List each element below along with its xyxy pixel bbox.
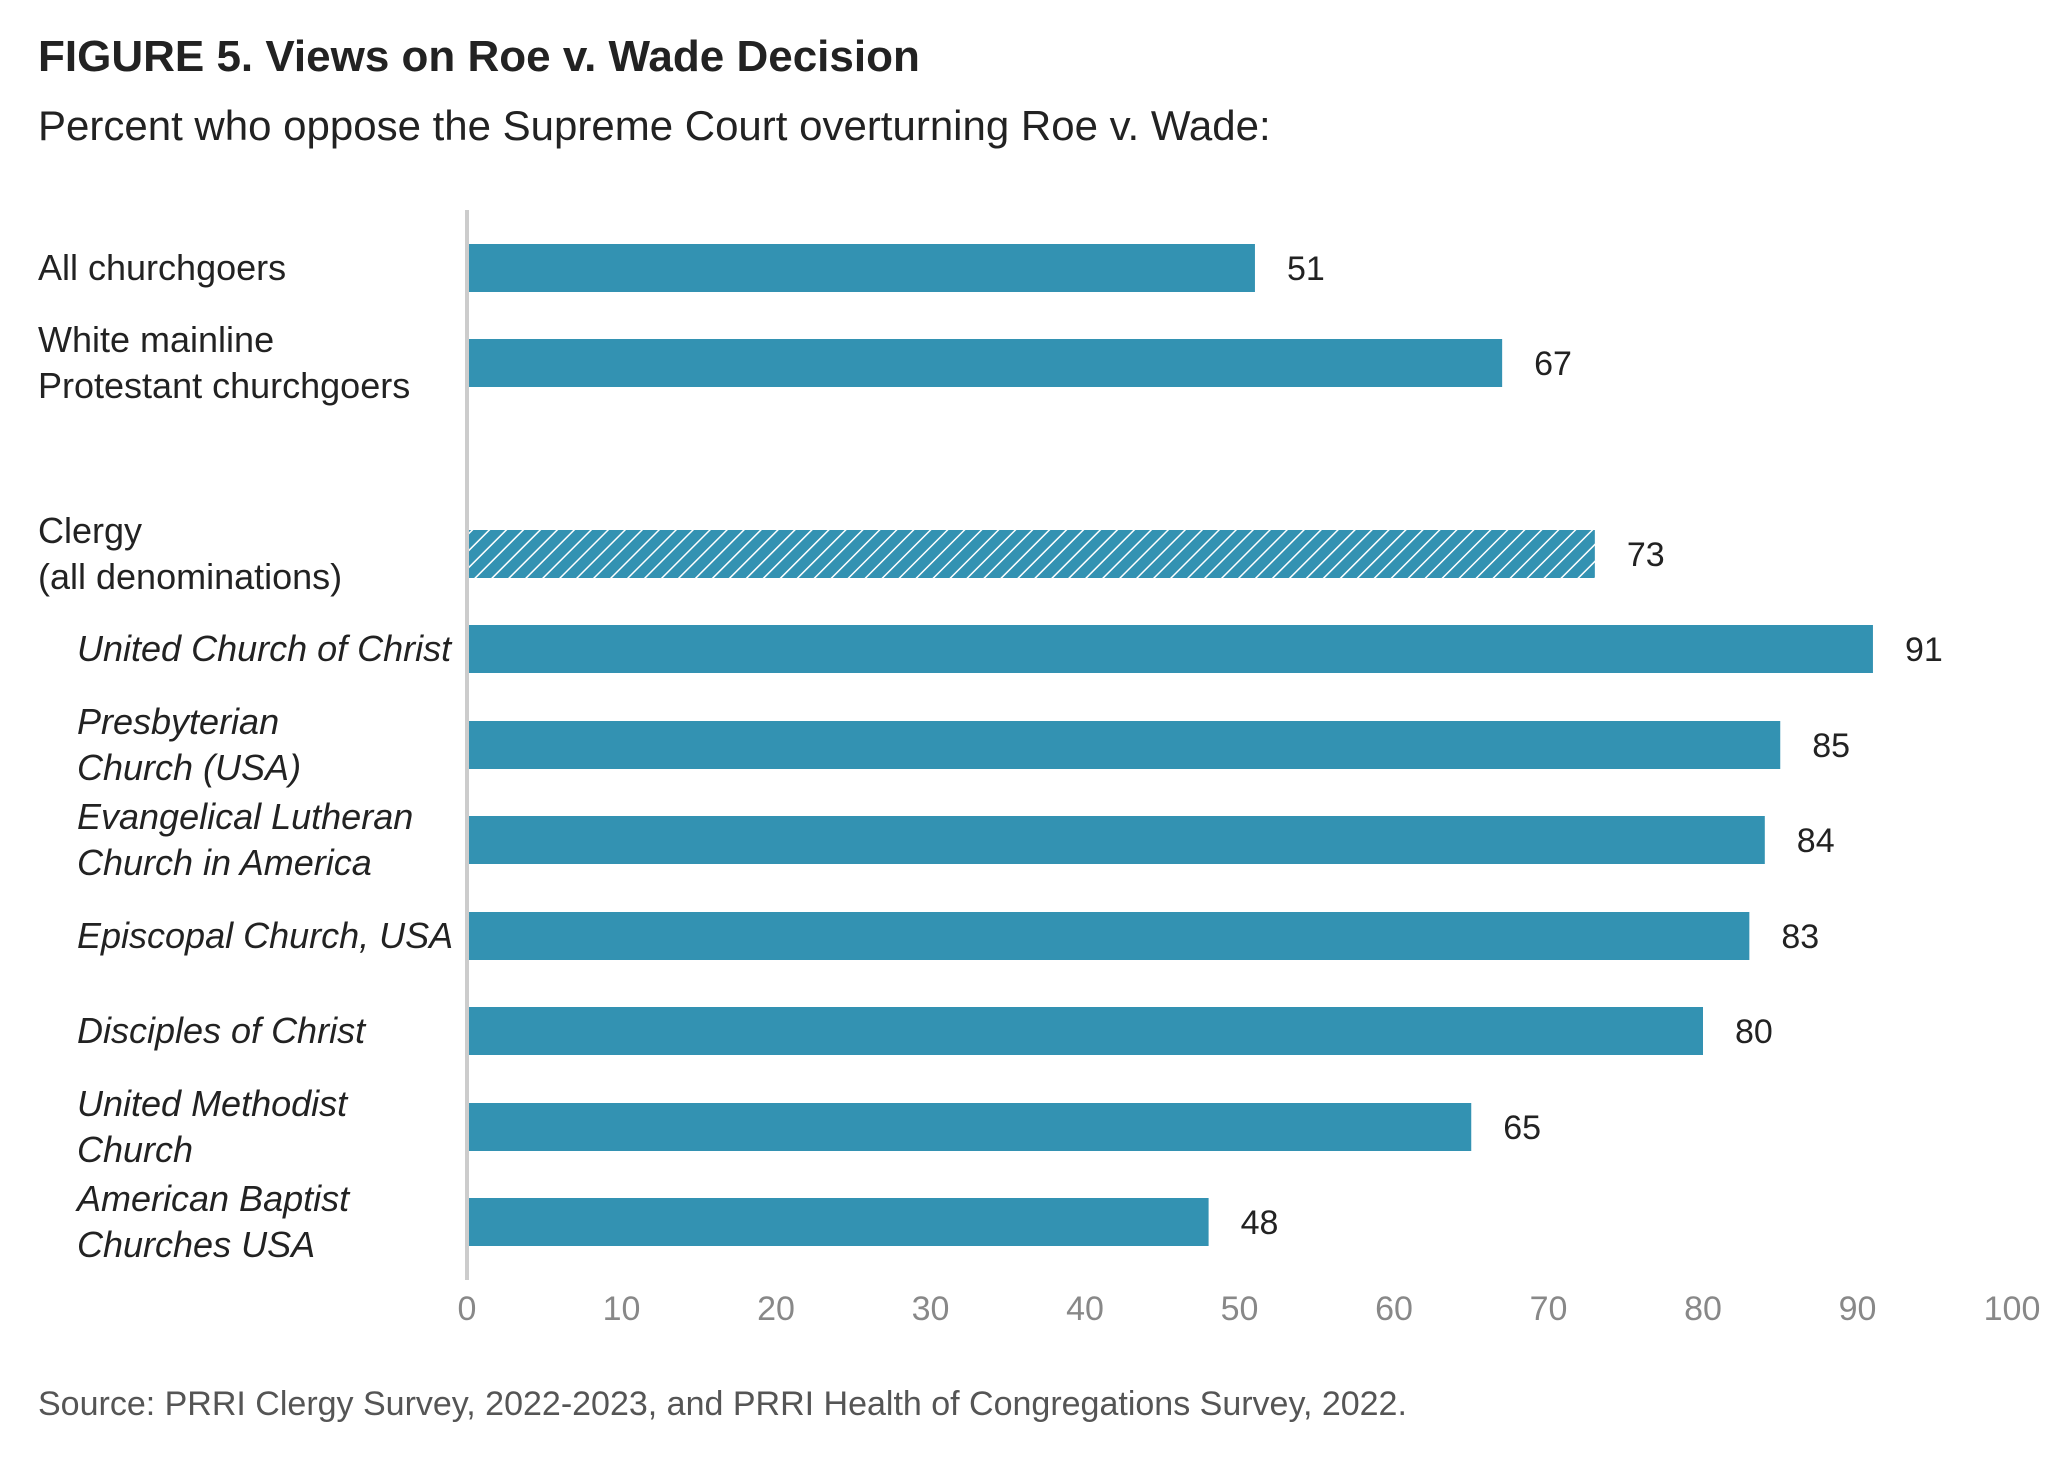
value-label-8: 65 — [1503, 1109, 1541, 1147]
category-label-9: American Baptist Churches USA — [75, 1178, 351, 1265]
bar-3 — [467, 625, 1873, 673]
category-label-5: Evangelical Lutheran Church in America — [77, 796, 413, 883]
category-label-0: All churchgoers — [38, 247, 286, 288]
category-label-line: Church — [77, 1129, 193, 1170]
category-label-line: (all denominations) — [38, 556, 342, 597]
bar-7 — [467, 1007, 1703, 1055]
value-label-6: 83 — [1781, 918, 1819, 956]
value-label-2: 73 — [1627, 536, 1665, 574]
category-label-3: United Church of Christ — [77, 628, 453, 669]
category-label-line: Clergy — [38, 510, 142, 551]
category-label-line: All churchgoers — [38, 247, 286, 288]
source-note: Source: PRRI Clergy Survey, 2022-2023, a… — [38, 1385, 1407, 1423]
category-label-line: Evangelical Lutheran — [77, 796, 413, 837]
x-tick-label: 20 — [757, 1290, 795, 1328]
category-label-line: United Church of Christ — [77, 628, 453, 669]
bar-2 — [467, 530, 1595, 578]
value-label-4: 85 — [1812, 727, 1850, 765]
category-label-6: Episcopal Church, USA — [77, 915, 453, 956]
category-label-line: White mainline — [38, 319, 274, 360]
x-axis-ticks: 0 10 20 30 40 50 60 70 80 90 100 — [458, 1290, 2041, 1328]
value-label-5: 84 — [1797, 822, 1835, 860]
figure-subtitle: Percent who oppose the Supreme Court ove… — [38, 102, 1271, 149]
category-label-2: Clergy (all denominations) — [38, 510, 342, 597]
figure-title: FIGURE 5. Views on Roe v. Wade Decision — [38, 32, 920, 81]
category-label-1: White mainline Protestant churchgoers — [38, 319, 410, 406]
x-tick-label: 0 — [458, 1290, 477, 1328]
value-label-0: 51 — [1287, 250, 1325, 288]
category-label-line: American Baptist — [75, 1178, 351, 1219]
category-label-line: Disciples of Christ — [77, 1010, 367, 1051]
x-tick-label: 90 — [1839, 1290, 1877, 1328]
x-tick-label: 100 — [1984, 1290, 2041, 1328]
value-label-9: 48 — [1241, 1204, 1279, 1242]
category-label-line: Protestant churchgoers — [38, 365, 410, 406]
category-label-4: Presbyterian Church (USA) — [77, 701, 301, 788]
category-label-7: Disciples of Christ — [77, 1010, 367, 1051]
category-label-line: Churches USA — [77, 1224, 315, 1265]
category-label-line: United Methodist — [77, 1083, 349, 1124]
category-label-line: Presbyterian — [77, 701, 279, 742]
x-tick-label: 70 — [1530, 1290, 1568, 1328]
category-label-line: Church in America — [77, 842, 372, 883]
bar-6 — [467, 912, 1750, 960]
bar-1 — [467, 339, 1503, 387]
bars-layer: 51 All churchgoers 67 White mainline Protest… — [38, 244, 1943, 1265]
x-tick-label: 50 — [1221, 1290, 1259, 1328]
category-label-8: United Methodist Church — [77, 1083, 349, 1170]
category-label-line: Episcopal Church, USA — [77, 915, 453, 956]
bar-9 — [467, 1198, 1209, 1246]
bar-8 — [467, 1103, 1472, 1151]
bar-0 — [467, 244, 1255, 292]
x-tick-label: 40 — [1066, 1290, 1104, 1328]
x-tick-label: 30 — [912, 1290, 950, 1328]
category-label-line: Church (USA) — [77, 747, 301, 788]
value-label-3: 91 — [1905, 631, 1943, 669]
x-tick-label: 80 — [1684, 1290, 1722, 1328]
value-label-7: 80 — [1735, 1013, 1773, 1051]
value-label-1: 67 — [1534, 345, 1572, 383]
x-tick-label: 60 — [1375, 1290, 1413, 1328]
x-tick-label: 10 — [603, 1290, 641, 1328]
bar-4 — [467, 721, 1781, 769]
bar-5 — [467, 816, 1765, 864]
